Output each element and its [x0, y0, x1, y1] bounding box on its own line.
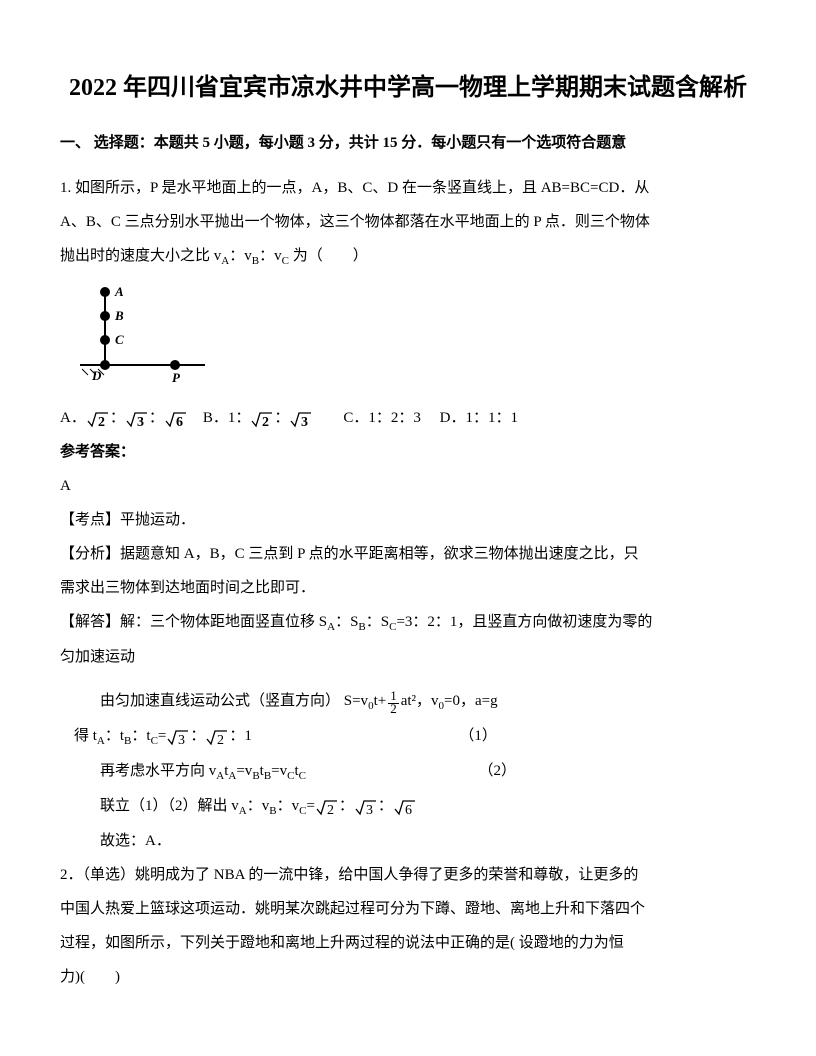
point-a-dot	[100, 287, 110, 297]
svg-text:3: 3	[366, 803, 373, 817]
q2-stem-line1: 2．（单选）姚明成为了 NBA 的一流中锋，给中国人争得了更多的荣誉和尊敬，让更…	[60, 860, 756, 890]
jieda-line5: 再考虑水平方向 vAtA=vBtB=vCtC （2）	[60, 756, 756, 787]
point-c-dot	[100, 335, 110, 345]
svg-text:3: 3	[178, 733, 185, 747]
eq-number-1: （1）	[459, 728, 497, 744]
svg-text:6: 6	[405, 803, 412, 817]
option-a: A． 2 ： 3 ： 6	[60, 410, 192, 426]
point-p-label: P	[172, 370, 181, 385]
hatch	[82, 369, 88, 375]
jieda-sep1: ：	[190, 728, 205, 744]
q2-stem-line4: 力)( )	[60, 962, 756, 992]
q1-stem-line2: A、B、C 三点分别水平抛出一个物体，这三个物体都落在水平地面上的 P 点．则三…	[60, 207, 756, 237]
q1-stem-text2: A、B、C 三点分别水平抛出一个物体，这三个物体都落在水平地面上的 P 点．则三…	[60, 214, 650, 230]
q1-stem-line3: 抛出时的速度大小之比 vA：vB：vC 为（ ）	[60, 241, 756, 272]
q1-stem-line1: 1. 如图所示，P 是水平地面上的一点，A，B、C、D 在一条竖直线上，且 AB…	[60, 173, 756, 203]
jieda-sep3: ：	[378, 798, 393, 814]
sqrt-icon: 3	[289, 409, 313, 429]
jieda-line7: 故选：A．	[60, 826, 756, 856]
point-a-label: A	[114, 284, 124, 299]
svg-text:2: 2	[98, 415, 105, 429]
projectile-diagram-svg: A B C D P	[80, 280, 210, 390]
section-1-header: 一、 选择题：本题共 5 小题，每小题 3 分，共计 15 分．每小题只有一个选…	[60, 130, 756, 157]
point-b-dot	[100, 311, 110, 321]
sqrt-icon: 2	[315, 797, 339, 817]
document-title: 2022 年四川省宜宾市凉水井中学高一物理上学期期末试题含解析	[60, 70, 756, 106]
point-c-label: C	[115, 332, 124, 347]
option-a-sep2: ：	[149, 410, 164, 426]
answer-value: A	[60, 471, 756, 501]
sqrt-icon: 6	[164, 409, 188, 429]
q1-options: A． 2 ： 3 ： 6 B．1： 2 ： 3 C．1：2：3 D．1：1：1	[60, 403, 756, 433]
q2-stem-line3: 过程，如图所示，下列关于蹬地和离地上升两过程的说法中正确的是( 设蹬地的力为恒	[60, 928, 756, 958]
fenxi-line2: 需求出三物体到达地面时间之比即可．	[60, 573, 756, 603]
svg-text:6: 6	[176, 415, 183, 429]
jieda-line1: 【解答】解：三个物体距地面竖直位移 SA：SB：SC=3：2：1，且竖直方向做初…	[60, 607, 756, 638]
eq-number-2: （2）	[479, 763, 517, 779]
point-b-label: B	[114, 308, 124, 323]
svg-text:3: 3	[301, 415, 308, 429]
jieda-line6: 联立（1）（2）解出 vA：vB：vC=2：3：6	[60, 791, 756, 822]
sqrt-icon: 2	[205, 727, 229, 747]
svg-text:3: 3	[137, 415, 144, 429]
option-b-prefix: B．1：	[203, 410, 251, 426]
sqrt-icon: 6	[393, 797, 417, 817]
jieda-end1: ：1	[229, 728, 252, 744]
fenxi-line1: 【分析】据题意知 A，B，C 三点到 P 点的水平距离相等，欲求三物体抛出速度之…	[60, 539, 756, 569]
q2-stem-line2: 中国人热爱上篮球这项运动．姚明某次跳起过程可分为下蹲、蹬地、离地上升和下落四个	[60, 894, 756, 924]
point-d-label: D	[91, 368, 102, 383]
option-a-prefix: A．	[60, 410, 86, 426]
sqrt-icon: 3	[354, 797, 378, 817]
jieda-sep2: ：	[339, 798, 354, 814]
kaodian: 【考点】平抛运动．	[60, 505, 756, 535]
option-c: C．1：2：3	[343, 410, 421, 426]
answer-label: 参考答案：	[60, 437, 756, 467]
svg-text:2: 2	[327, 803, 334, 817]
sqrt-icon: 3	[166, 727, 190, 747]
option-a-sep1: ：	[110, 410, 125, 426]
jieda-line4: 得 tA：tB：tC=3：2：1 （1）	[60, 721, 756, 752]
fraction-half: 12	[388, 689, 399, 715]
point-p-dot	[170, 360, 180, 370]
q1-diagram: A B C D P	[80, 280, 756, 395]
sqrt-icon: 2	[250, 409, 274, 429]
option-b: B．1： 2 ： 3	[203, 410, 317, 426]
svg-text:2: 2	[262, 415, 269, 429]
jieda-line3: 由匀加速直线运动公式（竖直方向） S=v0t+12at²，v0=0，a=g	[60, 686, 756, 717]
sqrt-icon: 2	[86, 409, 110, 429]
svg-text:2: 2	[217, 733, 224, 747]
option-b-sep: ：	[274, 410, 289, 426]
option-d: D．1：1：1	[440, 410, 518, 426]
jieda-line2: 匀加速运动	[60, 642, 756, 672]
q1-stem-text1: 1. 如图所示，P 是水平地面上的一点，A，B、C、D 在一条竖直线上，且 AB…	[60, 180, 649, 196]
sqrt-icon: 3	[125, 409, 149, 429]
